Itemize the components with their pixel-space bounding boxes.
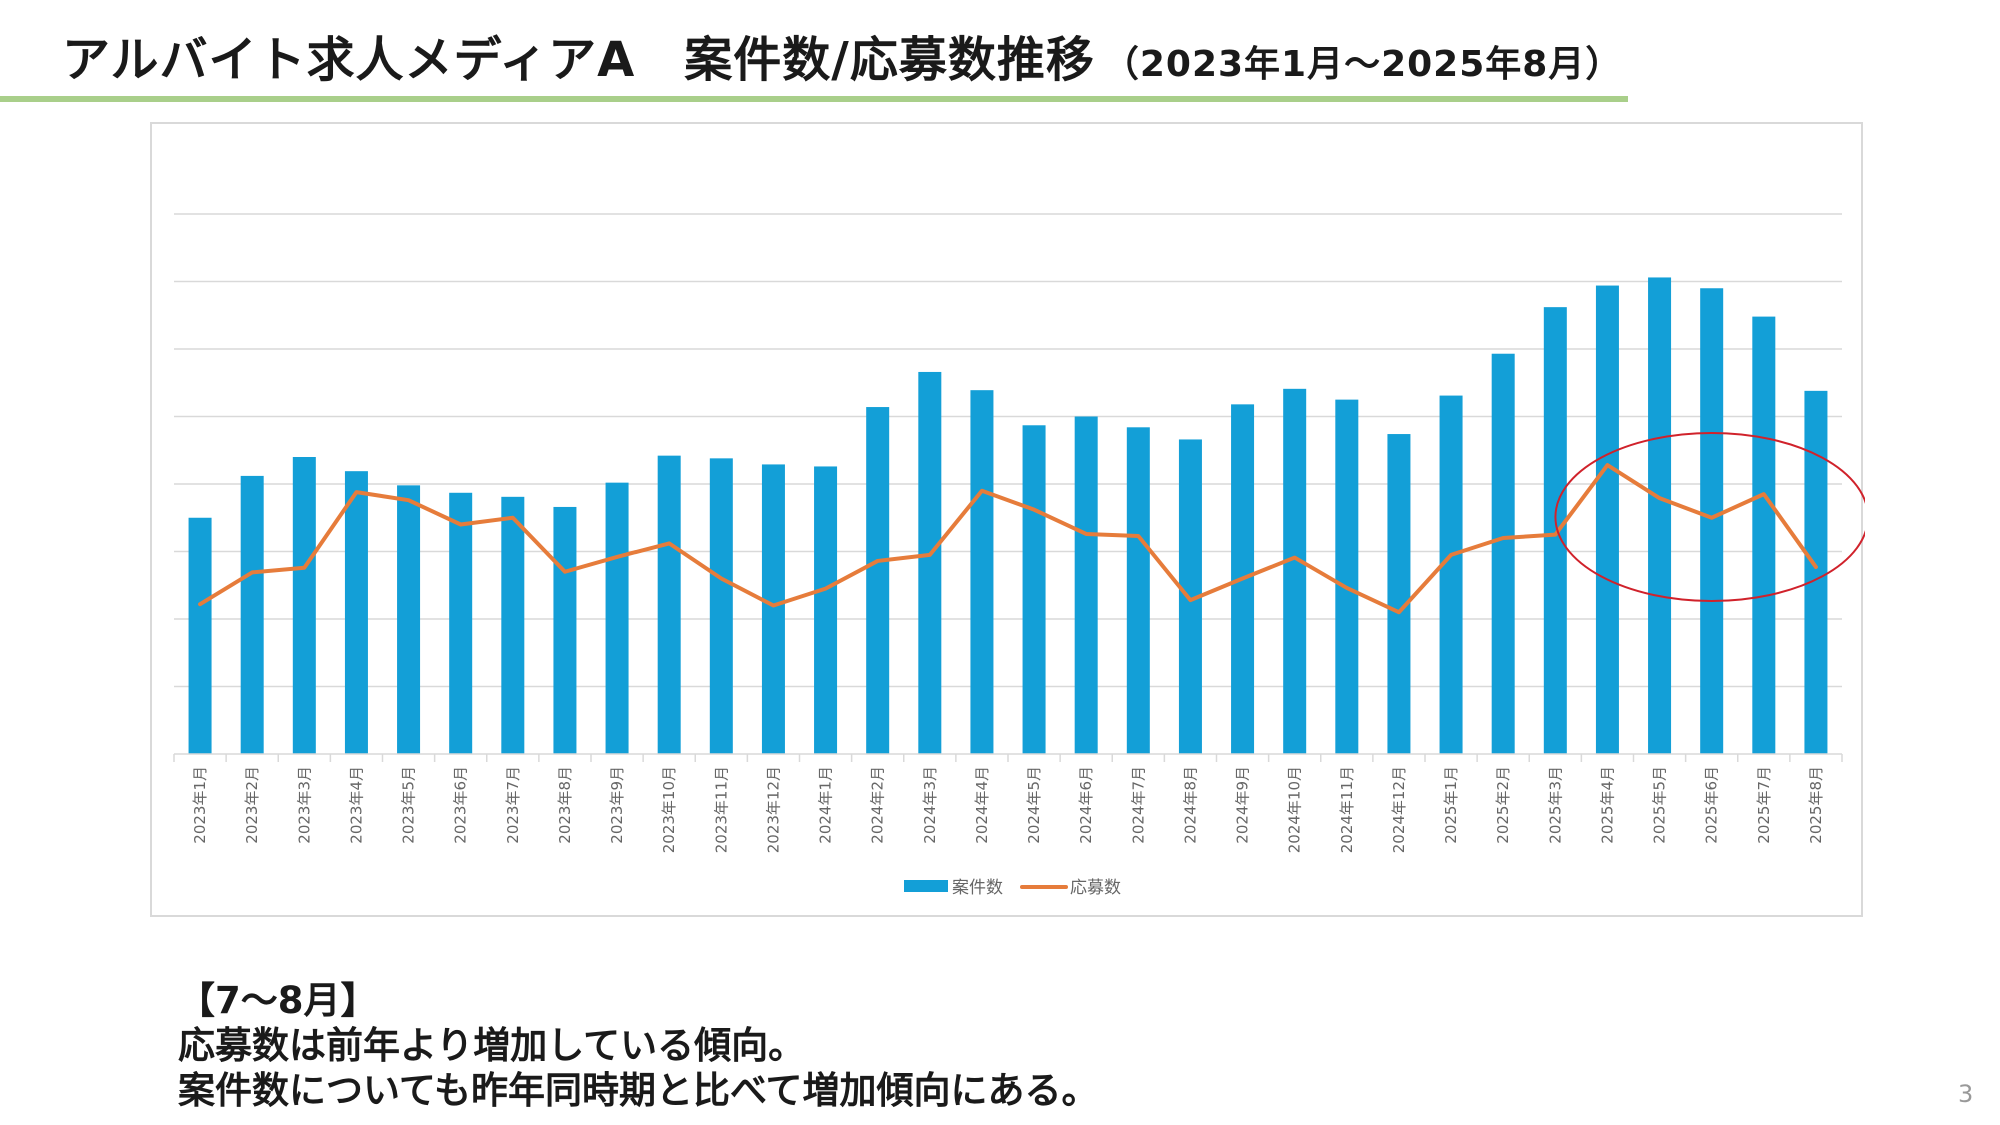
x-tick-label: 2024年8月 — [1181, 766, 1199, 844]
legend-swatch-bar — [904, 880, 948, 892]
note-line-1: 応募数は前年より増加している傾向。 — [178, 1024, 806, 1067]
bar-2023年11月 — [709, 458, 733, 754]
bar-2024年1月 — [814, 466, 838, 754]
x-tick-label: 2025年1月 — [1442, 766, 1460, 844]
chart-frame: 2023年1月 2023年2月 2023年3月 2023年4月 2023年5月 2023年… — [150, 122, 1865, 917]
x-tick-label: 2025年7月 — [1755, 766, 1773, 844]
note-heading: 【7～8月】 — [178, 979, 378, 1022]
bar-2023年9月 — [605, 482, 629, 754]
x-axis: 2023年1月 2023年2月 2023年3月 2023年4月 2023年5月 2023年… — [173, 753, 1843, 853]
legend-label-line: 応募数 — [1070, 878, 1121, 898]
legend-label-bar: 案件数 — [952, 878, 1003, 898]
x-tick-label: 2024年2月 — [869, 766, 887, 844]
bar-2025年3月 — [1543, 307, 1567, 754]
x-tick-label: 2025年5月 — [1651, 766, 1669, 844]
x-tick-label: 2025年6月 — [1703, 766, 1721, 844]
bar-2024年6月 — [1074, 416, 1098, 754]
x-tick-label: 2024年9月 — [1234, 766, 1252, 844]
x-tick-label: 2025年8月 — [1807, 766, 1825, 844]
page-number: 3 — [1958, 1080, 1974, 1108]
x-tick-label: 2023年4月 — [347, 766, 365, 844]
bar-2023年4月 — [344, 471, 368, 754]
slide-title: アルバイト求人メディアA 案件数/応募数推移 （2023年1月～2025年8月） — [62, 20, 1622, 90]
bar-2023年2月 — [240, 475, 264, 754]
x-tick-label: 2023年11月 — [712, 766, 730, 853]
bar-2023年3月 — [292, 457, 316, 754]
x-tick-label: 2023年10月 — [660, 766, 678, 853]
line-applications — [198, 463, 1818, 615]
bar-2025年2月 — [1491, 353, 1515, 754]
x-tick-label: 2023年1月 — [191, 766, 209, 844]
bar-2023年1月 — [188, 517, 212, 754]
bar-2025年5月 — [1648, 277, 1672, 754]
x-tick-label: 2023年5月 — [400, 766, 418, 844]
bar-2023年6月 — [449, 492, 473, 754]
legend: 案件数 応募数 — [904, 878, 1121, 898]
bar-2025年8月 — [1804, 390, 1828, 754]
grid-lines — [174, 213, 1842, 688]
bar-2024年4月 — [970, 390, 994, 754]
x-tick-label: 2024年3月 — [921, 766, 939, 844]
x-tick-label: 2024年6月 — [1077, 766, 1095, 844]
bar-2024年12月 — [1387, 434, 1411, 754]
bar-series-jobs — [188, 277, 1828, 754]
x-tick-label: 2023年2月 — [243, 766, 261, 844]
slide-title-period: （2023年1月～2025年8月） — [1102, 44, 1623, 85]
x-tick-label: 2023年8月 — [556, 766, 574, 844]
x-tick-label: 2023年9月 — [608, 766, 626, 844]
x-tick-label: 2025年2月 — [1494, 766, 1512, 844]
bar-2024年7月 — [1126, 427, 1150, 754]
bar-2023年7月 — [501, 496, 525, 754]
bar-2025年7月 — [1752, 316, 1776, 754]
combo-chart: 2023年1月 2023年2月 2023年3月 2023年4月 2023年5月 2023年… — [173, 213, 1865, 898]
x-tick-label: 2025年3月 — [1546, 766, 1564, 844]
bar-2025年6月 — [1700, 288, 1724, 754]
bar-2024年10月 — [1283, 388, 1307, 754]
highlight-ellipse — [1554, 432, 1865, 602]
slide-title-main: アルバイト求人メディアA 案件数/応募数推移 — [62, 32, 1095, 88]
x-tick-label: 2023年7月 — [504, 766, 522, 844]
bar-2024年2月 — [866, 407, 890, 754]
bar-2025年1月 — [1439, 395, 1463, 754]
x-tick-label: 2024年12月 — [1390, 766, 1408, 853]
line-series-applications — [198, 463, 1818, 615]
x-tick-label: 2023年12月 — [764, 766, 782, 853]
bar-2023年8月 — [553, 506, 577, 754]
bar-2023年12月 — [761, 464, 785, 754]
x-tick-label: 2024年1月 — [817, 766, 835, 844]
bar-2024年8月 — [1178, 439, 1202, 754]
bar-2023年10月 — [657, 455, 681, 754]
bar-2024年11月 — [1335, 399, 1359, 754]
x-tick-label: 2024年5月 — [1025, 766, 1043, 844]
x-tick-label: 2025年4月 — [1598, 766, 1616, 844]
title-underline — [0, 96, 1628, 102]
x-tick-label: 2023年3月 — [295, 766, 313, 844]
x-tick-label: 2023年6月 — [452, 766, 470, 844]
bar-2025年4月 — [1595, 285, 1619, 754]
note-line-2: 案件数についても昨年同時期と比べて増加傾向にある。 — [178, 1069, 1099, 1112]
bar-2024年5月 — [1022, 425, 1046, 754]
bar-2023年5月 — [397, 485, 421, 754]
x-tick-label: 2024年7月 — [1129, 766, 1147, 844]
bar-2024年3月 — [918, 371, 942, 754]
note-text: 【7～8月】 応募数は前年より増加している傾向。 案件数についても昨年同時期と比… — [178, 978, 1099, 1113]
x-tick-label: 2024年11月 — [1338, 766, 1356, 853]
x-tick-label: 2024年4月 — [973, 766, 991, 844]
x-tick-label: 2024年10月 — [1286, 766, 1304, 853]
highlight-annotation — [1554, 432, 1865, 602]
